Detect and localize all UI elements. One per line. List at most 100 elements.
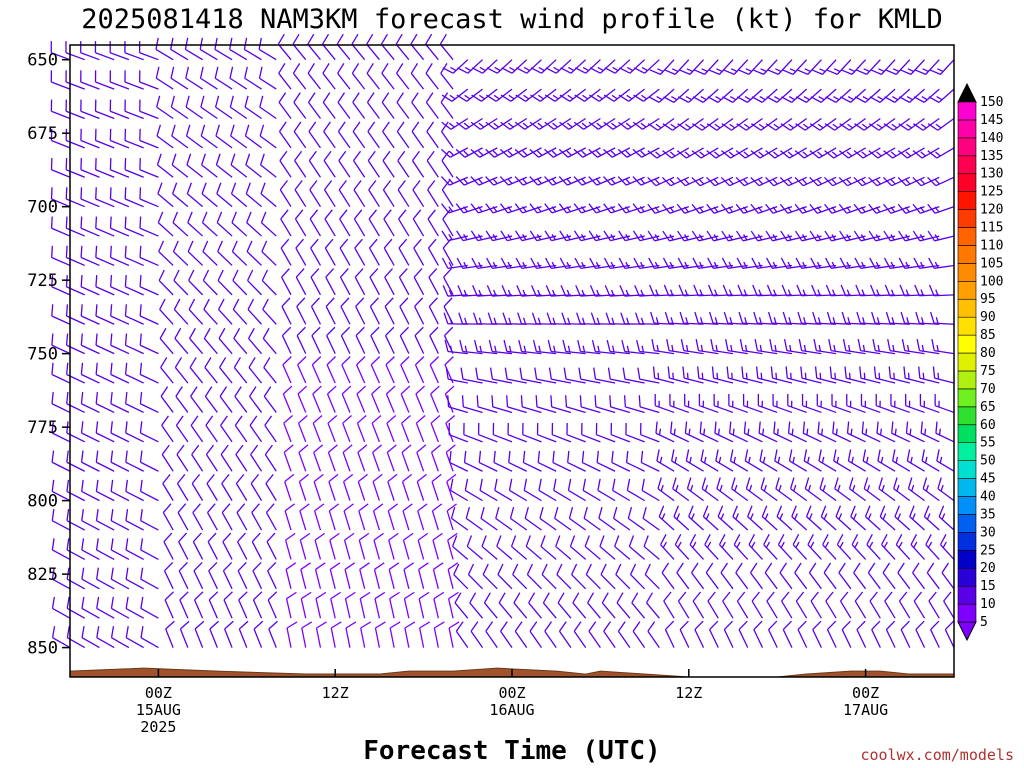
- wind-barb: [604, 59, 631, 74]
- wind-barb: [191, 444, 204, 472]
- wind-barb: [936, 449, 955, 472]
- wind-barb: [906, 449, 925, 472]
- wind-barb: [310, 238, 322, 266]
- wind-barb: [839, 117, 866, 131]
- wind-barb: [95, 158, 115, 178]
- wind-barb: [656, 449, 675, 472]
- colorbar-segment: [957, 514, 977, 533]
- wind-barb: [572, 592, 587, 619]
- wind-barb: [351, 33, 366, 61]
- wind-barb: [847, 449, 866, 472]
- wind-barb: [758, 421, 778, 443]
- wind-barb: [888, 366, 910, 384]
- wind-barb: [220, 415, 233, 443]
- wind-barb: [699, 421, 719, 443]
- wind-barb: [485, 203, 513, 214]
- wind-barb: [432, 562, 444, 589]
- wind-barb: [125, 421, 144, 443]
- colorbar-segment: [957, 496, 977, 515]
- wind-barb: [185, 124, 203, 149]
- wind-barb: [726, 366, 748, 384]
- wind-barb: [371, 414, 382, 443]
- colorbar-label: 140: [980, 131, 1003, 146]
- wind-barb: [782, 620, 793, 648]
- wind-barb: [411, 121, 425, 149]
- wind-barb: [451, 535, 469, 560]
- wind-barb: [315, 621, 327, 648]
- wind-barb: [581, 450, 601, 472]
- wind-barb: [545, 59, 572, 74]
- wind-barb: [294, 209, 307, 237]
- wind-barb: [752, 284, 778, 297]
- wind-barb: [124, 216, 144, 237]
- colorbar: 5 10 15 20 25 30 35 40 45 50 55 60 65 70 75 80 85 90 95 100…: [957, 82, 1003, 642]
- wind-barb: [440, 92, 454, 119]
- wind-barb: [618, 257, 645, 270]
- colorbar-label: 55: [980, 436, 996, 451]
- wind-barb: [224, 620, 234, 648]
- wind-barb: [839, 591, 852, 619]
- wind-barb: [879, 505, 896, 531]
- wind-barb: [443, 268, 454, 296]
- wind-barb: [708, 59, 734, 75]
- wind-barb: [606, 339, 630, 355]
- wind-barb: [628, 535, 646, 560]
- wind-barb: [804, 477, 822, 502]
- wind-barb: [294, 150, 307, 178]
- colorbar-segment: [957, 245, 977, 264]
- wind-barb: [509, 506, 528, 531]
- wind-barb: [754, 339, 778, 355]
- colorbar-segment: [957, 585, 977, 605]
- wind-barb: [396, 63, 410, 90]
- wind-barb: [783, 339, 807, 355]
- wind-barb: [585, 563, 601, 590]
- wind-barb: [65, 158, 85, 178]
- wind-barb: [824, 176, 852, 187]
- wind-barb: [170, 95, 189, 120]
- wind-barb: [96, 596, 115, 619]
- wind-barb: [477, 422, 498, 443]
- wind-barb: [912, 176, 940, 187]
- wind-barb: [428, 297, 439, 325]
- wind-barb: [810, 591, 822, 619]
- colorbar-segment: [957, 119, 977, 139]
- wind-barb: [809, 176, 837, 187]
- wind-barb: [485, 88, 513, 102]
- wind-barb: [671, 449, 690, 472]
- wind-barb: [885, 311, 910, 325]
- wind-barb: [401, 414, 411, 443]
- wind-barb: [595, 422, 616, 443]
- wind-barb: [185, 95, 203, 120]
- wind-barb: [720, 562, 734, 590]
- wind-barb: [735, 176, 763, 187]
- wind-barb: [374, 591, 386, 619]
- wind-barb: [172, 211, 189, 237]
- wind-barb: [418, 562, 429, 589]
- wind-barb: [110, 567, 130, 590]
- wind-barb: [567, 478, 586, 502]
- wind-barb: [188, 298, 204, 325]
- wind-barb: [922, 477, 940, 502]
- wind-barb: [825, 88, 852, 103]
- wind-barb: [848, 477, 866, 502]
- wind-barb: [928, 591, 940, 619]
- wind-barb: [387, 503, 399, 531]
- wind-barb: [250, 473, 263, 501]
- wind-barb: [614, 535, 631, 560]
- wind-barb: [833, 449, 852, 472]
- colorbar-label: 20: [980, 561, 996, 576]
- wind-barb: [677, 591, 690, 619]
- wind-barb: [259, 153, 277, 178]
- wind-barb: [397, 180, 410, 208]
- wind-barb: [651, 339, 675, 355]
- colorbar-label: 90: [980, 310, 996, 325]
- wind-barb: [50, 187, 71, 208]
- wind-barb: [281, 297, 292, 325]
- wind-barb: [694, 620, 705, 648]
- wind-barb: [770, 366, 793, 384]
- wind-barb: [295, 238, 307, 266]
- wind-barb: [402, 532, 414, 560]
- wind-barb: [515, 88, 542, 102]
- wind-barb: [124, 333, 144, 355]
- wind-barb: [890, 393, 911, 414]
